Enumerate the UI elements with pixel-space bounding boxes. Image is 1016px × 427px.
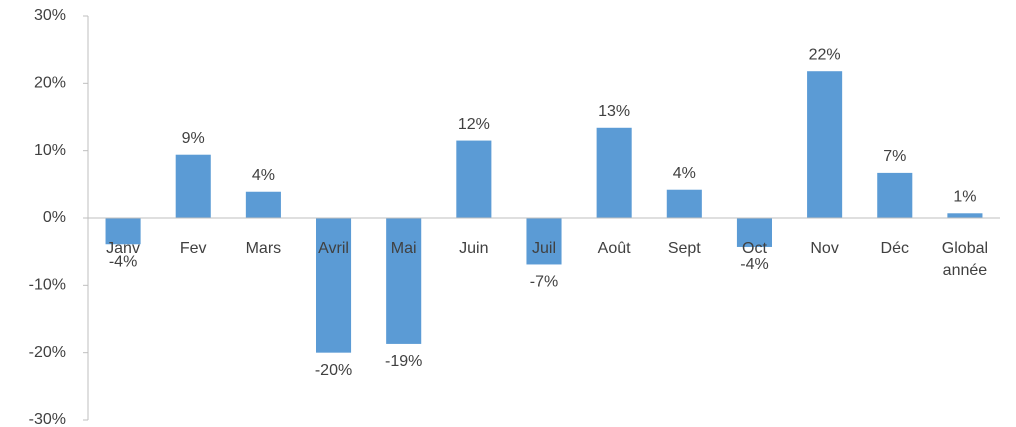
- y-tick-label: -20%: [29, 344, 66, 361]
- x-tick-label: Juin: [459, 240, 489, 257]
- x-tick-label: Fev: [179, 240, 207, 257]
- bar: [877, 172, 913, 218]
- bar: [245, 191, 281, 218]
- y-tick-label: -30%: [29, 411, 66, 427]
- y-tick-label: 20%: [34, 75, 66, 92]
- x-tick-label: Oct: [742, 240, 767, 257]
- bar: [596, 127, 632, 218]
- data-label: -19%: [385, 353, 422, 370]
- data-label: -4%: [109, 253, 137, 270]
- data-label: -20%: [315, 362, 352, 379]
- bar: [316, 218, 352, 353]
- x-tick-label: Avril: [318, 240, 349, 257]
- bar: [456, 140, 492, 218]
- x-tick-label: Mars: [245, 240, 282, 257]
- x-tick-label: Sept: [667, 240, 701, 257]
- x-tick-label: Août: [597, 240, 631, 257]
- data-label: 12%: [458, 116, 490, 133]
- data-label: 9%: [182, 130, 205, 147]
- bar: [736, 218, 772, 247]
- data-label: -4%: [740, 256, 768, 273]
- data-label: -7%: [530, 274, 558, 291]
- bar: [105, 218, 141, 245]
- y-tick-label: -10%: [29, 277, 66, 294]
- y-tick-label: 10%: [34, 142, 66, 159]
- x-tick-label: Juil: [531, 240, 556, 257]
- bar: [666, 189, 702, 218]
- data-label: 4%: [252, 167, 275, 184]
- y-tick-label: 30%: [34, 7, 66, 24]
- bar: [175, 154, 211, 218]
- data-label: 1%: [953, 189, 976, 206]
- bar: [386, 218, 422, 344]
- x-tick-label: Global année: [941, 240, 989, 279]
- x-tick-label: Mai: [390, 240, 417, 257]
- data-label: 4%: [673, 165, 696, 182]
- y-tick-label: 0%: [43, 209, 66, 226]
- x-tick-label: Déc: [880, 240, 909, 257]
- data-label: 7%: [883, 148, 906, 165]
- x-tick-label: Janv: [106, 240, 140, 257]
- bar: [526, 218, 562, 265]
- x-tick-label: Nov: [810, 240, 839, 257]
- bar: [947, 213, 983, 218]
- data-label: 13%: [598, 103, 630, 120]
- bar: [807, 71, 843, 218]
- data-label: 22%: [809, 46, 841, 63]
